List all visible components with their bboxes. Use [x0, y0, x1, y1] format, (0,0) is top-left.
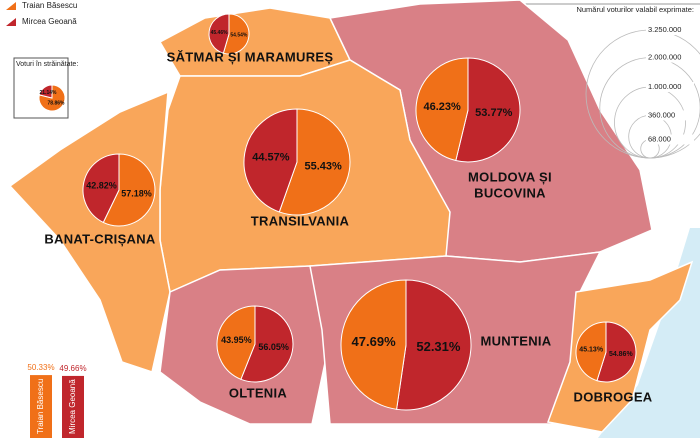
- pie-label: 21.14%: [40, 90, 58, 96]
- abroad-title: Voturi în străinătate:: [16, 61, 78, 68]
- pie-slice: [415, 57, 469, 162]
- region-name: OLTENIA: [229, 385, 287, 400]
- pie-label: 78.86%: [48, 100, 66, 106]
- pie-slice: [82, 153, 120, 224]
- pie-slice: [38, 84, 53, 99]
- pie-label: 45.46%: [211, 30, 229, 36]
- pie-slice: [340, 279, 407, 410]
- total-bar: [62, 375, 84, 438]
- size-label: 3.250.000: [648, 25, 681, 34]
- total-name: Mircea Geoană: [68, 379, 77, 434]
- legend-swatch: [6, 2, 16, 10]
- pie-slice: [243, 108, 298, 213]
- region-name: TRANSILVANIA: [251, 213, 350, 228]
- total-label: 50.33%: [27, 363, 54, 372]
- pie-label: 42.82%: [86, 180, 117, 190]
- size-label: 68.000: [648, 134, 671, 143]
- pie-label: 44.57%: [252, 151, 290, 163]
- pie-label: 55.43%: [304, 160, 342, 172]
- legend-swatch: [6, 18, 16, 26]
- total-label: 49.66%: [59, 364, 86, 373]
- legend-label: Mircea Geoană: [22, 17, 77, 26]
- pie-slice: [208, 13, 230, 54]
- size-label: 360.000: [648, 110, 675, 119]
- region-name: BUCOVINA: [474, 185, 546, 200]
- pie-label: 52.31%: [416, 339, 461, 354]
- size-label-bg: [646, 25, 694, 35]
- pie-slice: [455, 57, 521, 163]
- region-name: DOBROGEA: [574, 389, 653, 404]
- pie-slice: [222, 13, 250, 55]
- region-name: SĂTMAR ȘI MARAMUREȘ: [167, 49, 334, 64]
- pie-slice: [216, 305, 256, 380]
- pie-label: 43.95%: [221, 335, 252, 345]
- legend-label: Traian Băsescu: [22, 1, 77, 10]
- size-legend-title: Numărul voturilor valabil exprimate:: [576, 5, 694, 14]
- size-label: 1.000.000: [648, 82, 681, 91]
- size-label-bg: [646, 110, 694, 121]
- pie-label: 45.13%: [579, 347, 604, 354]
- pie-label: 57.18%: [121, 188, 152, 198]
- size-label-bg: [646, 52, 694, 63]
- pie-slice: [102, 153, 156, 227]
- pie-slice: [575, 321, 607, 382]
- total-bar: [30, 375, 52, 438]
- pie-label: 56.05%: [258, 342, 289, 352]
- size-label-bg: [646, 134, 694, 145]
- pie-label: 46.23%: [424, 101, 462, 113]
- pie-slice: [278, 108, 351, 216]
- region-name: BANAT-CRIȘANA: [44, 231, 156, 246]
- pie-slice: [596, 321, 637, 383]
- size-label-bg: [646, 81, 694, 92]
- size-label: 2.000.000: [648, 53, 681, 62]
- region-name: MOLDOVA ȘI: [468, 169, 552, 184]
- pie-label: 53.77%: [475, 107, 513, 119]
- pie-slice: [240, 305, 294, 383]
- pie-label: 54.54%: [230, 33, 248, 39]
- total-name: Traian Băsescu: [36, 379, 45, 434]
- region-name: MUNTENIA: [480, 333, 551, 348]
- pie-label: 47.69%: [352, 334, 397, 349]
- pie-slice: [396, 279, 472, 411]
- frame: [519, 0, 700, 5]
- pie-label: 54.86%: [609, 351, 634, 358]
